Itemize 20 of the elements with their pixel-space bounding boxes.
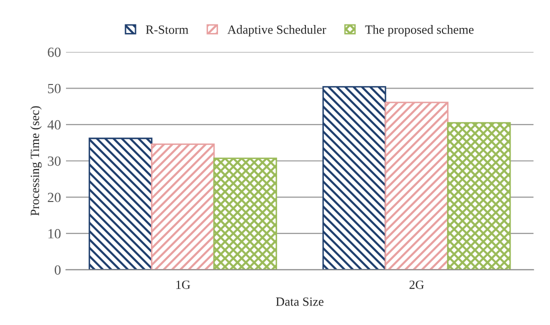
bar (322, 86, 386, 270)
bar (447, 122, 511, 270)
x-tick-label: 2G (410, 280, 424, 289)
y-tick-label: 60 (48, 48, 61, 57)
bar (88, 138, 152, 270)
y-tick-label: 0 (54, 265, 61, 275)
y-tick-label: 10 (48, 229, 61, 238)
y-tick-label: 40 (48, 120, 61, 130)
bar (384, 102, 448, 270)
x-tick-label: 1G (176, 280, 190, 289)
legend-label: Adaptive Scheduler (227, 25, 326, 36)
y-axis-title: Processing Time (sec) (30, 106, 42, 216)
bar (213, 158, 278, 270)
y-tick-label: 50 (48, 84, 61, 94)
legend-label: R-Storm (146, 25, 188, 34)
x-axis-title: Data Size (276, 297, 324, 306)
bar (151, 143, 215, 270)
y-tick-label: 20 (48, 192, 61, 202)
y-tick-label: 30 (48, 156, 61, 166)
legend-label: The proposed scheme (365, 25, 474, 36)
